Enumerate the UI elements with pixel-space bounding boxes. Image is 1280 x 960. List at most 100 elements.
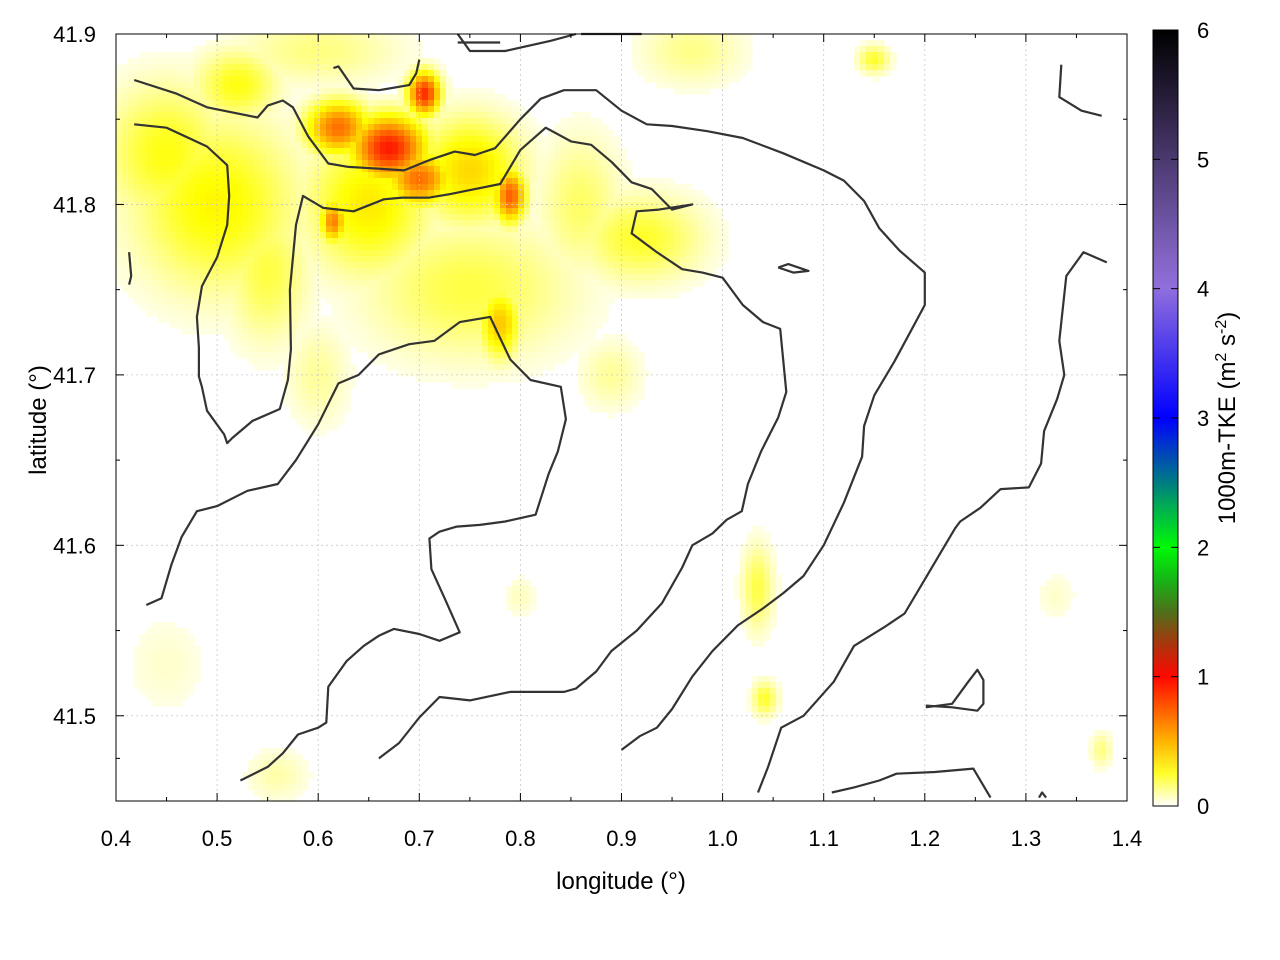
heat-cell: [194, 88, 201, 95]
heat-cell: [338, 232, 345, 239]
heat-cell: [404, 196, 411, 203]
heat-cell: [512, 292, 519, 299]
heat-cell: [410, 304, 417, 311]
heat-cell: [158, 166, 165, 173]
heat-cell: [554, 214, 561, 221]
heat-cell: [608, 178, 615, 185]
heat-cell: [740, 46, 747, 53]
heat-cell: [338, 148, 345, 155]
heat-cell: [548, 184, 555, 191]
heat-cell: [1040, 592, 1047, 599]
heat-cell: [152, 238, 159, 245]
heat-cell: [338, 412, 345, 419]
heat-cell: [680, 250, 687, 257]
heat-cell: [320, 34, 327, 41]
heat-cell: [248, 34, 255, 41]
heat-cell: [362, 322, 369, 329]
heat-cell: [626, 232, 633, 239]
heat-cell: [302, 340, 309, 347]
heat-cell: [392, 304, 399, 311]
heat-cell: [200, 268, 207, 275]
heat-cell: [428, 262, 435, 269]
heat-cell: [266, 130, 273, 137]
heat-cell: [236, 154, 243, 161]
heat-cell: [326, 106, 333, 113]
heat-cell: [146, 202, 153, 209]
heat-cell: [272, 238, 279, 245]
heat-cell: [506, 184, 513, 191]
heat-cell: [224, 202, 231, 209]
heat-cell: [602, 244, 609, 251]
heat-cell: [482, 262, 489, 269]
heat-cell: [560, 256, 567, 263]
heat-cell: [140, 70, 147, 77]
heat-cell: [266, 358, 273, 365]
heat-cell: [410, 148, 417, 155]
heat-cell: [158, 58, 165, 65]
heat-cell: [140, 244, 147, 251]
heat-cell: [242, 220, 249, 227]
heat-cell: [128, 244, 135, 251]
heat-cell: [428, 136, 435, 143]
heat-cell: [674, 202, 681, 209]
heat-cell: [194, 196, 201, 203]
heat-cell: [494, 124, 501, 131]
heat-cell: [200, 286, 207, 293]
heat-cell: [350, 298, 357, 305]
heat-cell: [434, 70, 441, 77]
heat-cell: [530, 364, 537, 371]
heat-cell: [506, 592, 513, 599]
heat-cell: [128, 94, 135, 101]
heat-cell: [182, 232, 189, 239]
heat-cell: [164, 154, 171, 161]
heat-cell: [620, 226, 627, 233]
heat-cell: [620, 202, 627, 209]
heat-cell: [488, 322, 495, 329]
heat-cell: [260, 172, 267, 179]
heat-cell: [236, 346, 243, 353]
heat-cell: [638, 352, 645, 359]
heat-cell: [284, 298, 291, 305]
heat-cell: [632, 292, 639, 299]
heat-cell: [398, 268, 405, 275]
heat-cell: [290, 358, 297, 365]
heat-cell: [518, 364, 525, 371]
heat-cell: [560, 280, 567, 287]
heat-cell: [524, 172, 531, 179]
heat-cell: [302, 328, 309, 335]
heat-cell: [188, 154, 195, 161]
heat-cell: [434, 316, 441, 323]
heat-cell: [404, 184, 411, 191]
heat-cell: [302, 154, 309, 161]
heat-cell: [506, 256, 513, 263]
heat-cell: [482, 196, 489, 203]
heat-cell: [308, 196, 315, 203]
heat-cell: [632, 190, 639, 197]
heat-cell: [386, 334, 393, 341]
heat-cell: [272, 52, 279, 59]
heat-cell: [422, 184, 429, 191]
heat-cell: [272, 232, 279, 239]
heat-cell: [434, 202, 441, 209]
heat-cell: [176, 214, 183, 221]
heat-cell: [176, 310, 183, 317]
heat-cell: [596, 178, 603, 185]
heat-cell: [422, 202, 429, 209]
heat-cell: [302, 400, 309, 407]
heat-cell: [224, 232, 231, 239]
heat-cell: [686, 46, 693, 53]
heat-cell: [206, 298, 213, 305]
heat-cell: [500, 232, 507, 239]
heat-cell: [566, 184, 573, 191]
heat-cell: [530, 166, 537, 173]
heat-cell: [764, 598, 771, 605]
heat-cell: [548, 220, 555, 227]
heat-cell: [254, 112, 261, 119]
heat-cell: [260, 154, 267, 161]
heat-cell: [188, 82, 195, 89]
heat-cell: [218, 184, 225, 191]
heat-cell: [326, 202, 333, 209]
heat-cell: [302, 424, 309, 431]
heat-cell: [422, 334, 429, 341]
heat-cell: [686, 76, 693, 83]
